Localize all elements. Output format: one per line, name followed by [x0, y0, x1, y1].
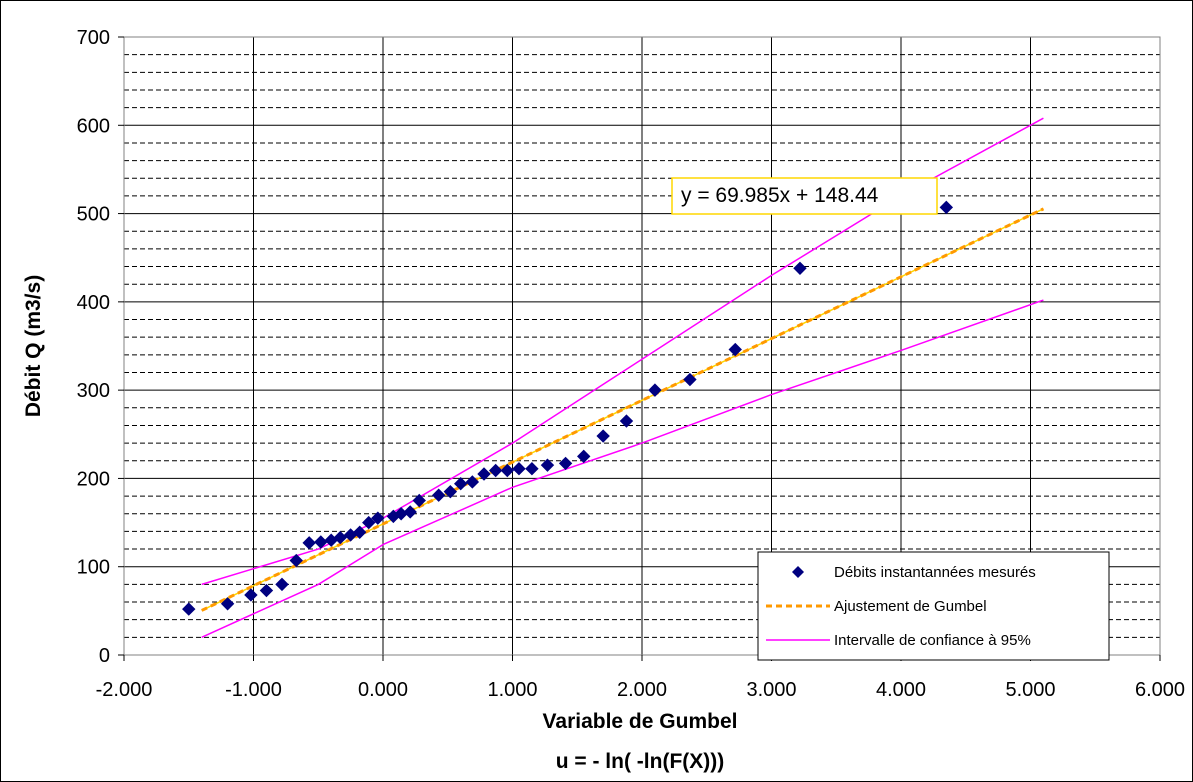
x-tick-label: -2.000 — [96, 679, 153, 701]
y-tick-label: 600 — [77, 115, 110, 137]
data-point — [683, 372, 697, 387]
data-point — [362, 515, 376, 530]
data-point — [220, 597, 235, 611]
data-point — [619, 414, 634, 428]
data-point — [302, 536, 316, 550]
y-axis-title: Débit Q (m3/s) — [22, 275, 45, 417]
data-point — [289, 553, 303, 568]
data-point — [939, 200, 954, 215]
x-tick-label: 4.000 — [876, 679, 926, 701]
data-point — [403, 505, 417, 519]
data-point — [525, 462, 539, 476]
data-point — [728, 342, 742, 357]
legend-label: Ajustement de Gumbel — [834, 598, 987, 615]
gumbel-fit-line — [201, 207, 1045, 612]
x-tick-label: -1.000 — [225, 679, 282, 701]
y-tick-label: 500 — [77, 204, 110, 226]
x-tick-label: 6.000 — [1135, 679, 1185, 701]
data-point — [540, 458, 555, 472]
data-point — [596, 429, 610, 443]
legend: Débits instantannées mesurés Ajustement d… — [757, 551, 1110, 661]
data-point — [648, 383, 662, 397]
data-point — [465, 475, 480, 489]
data-point — [412, 493, 426, 508]
y-tick-label: 400 — [77, 292, 110, 314]
x-tick-label: 5.000 — [1005, 679, 1055, 701]
legend-item: Intervalle de confiance à 95% — [766, 632, 1031, 649]
data-point — [500, 463, 515, 478]
legend-label: Intervalle de confiance à 95% — [834, 632, 1031, 649]
x-tick-label: 2.000 — [617, 679, 667, 701]
x-tick-label: 3.000 — [746, 679, 796, 701]
data-point — [477, 467, 491, 481]
data-point — [333, 530, 347, 545]
confidence-lower-line — [201, 299, 1044, 638]
trendline-equation: y = 69.985x + 148.44 — [671, 177, 938, 215]
data-point — [577, 449, 591, 464]
series-layer — [182, 117, 1045, 638]
legend-item: Débits instantannées mesurés — [792, 564, 1036, 581]
y-tick-label: 700 — [77, 27, 110, 49]
data-point — [352, 525, 367, 539]
data-point — [793, 261, 807, 276]
y-tick-label: 300 — [77, 380, 110, 402]
data-point — [443, 484, 458, 499]
x-axis-title: Variable de Gumbel — [543, 710, 738, 733]
y-tick-label: 100 — [77, 557, 110, 579]
x-tick-label: 0.000 — [358, 679, 408, 701]
x-axis-ticks: -2.000 -1.000 0.000 1.000 2.000 3.000 4.000 5.0… — [96, 655, 1185, 701]
legend-item: Ajustement de Gumbel — [766, 598, 987, 615]
equation-label: y = 69.985x + 148.44 — [681, 184, 879, 207]
x-tick-label: 1.000 — [487, 679, 537, 701]
data-point — [558, 456, 573, 471]
data-point — [512, 462, 526, 476]
data-point — [182, 602, 196, 616]
data-point — [244, 588, 258, 602]
data-point — [371, 511, 385, 525]
y-tick-label: 0 — [99, 645, 110, 667]
data-point — [431, 488, 446, 502]
x-axis-subtitle: u = - ln( -ln(F(X))) — [556, 750, 725, 773]
data-point — [488, 463, 503, 478]
legend-marker-diamond — [792, 566, 804, 578]
data-point — [259, 583, 274, 598]
y-axis-ticks: 0 100 200 300 400 500 600 700 — [77, 27, 124, 667]
data-point — [275, 577, 289, 592]
minor-gridlines — [124, 54, 1160, 638]
data-point — [453, 477, 468, 491]
y-tick-label: 200 — [77, 468, 110, 490]
legend-label: Débits instantannées mesurés — [834, 564, 1036, 581]
